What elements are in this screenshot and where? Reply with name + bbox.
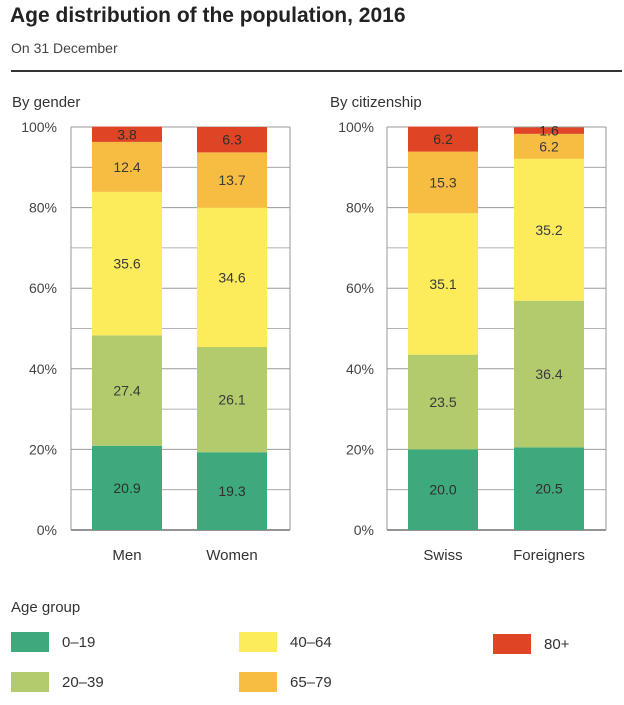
bar-segment-swiss-20-39 [408, 354, 478, 450]
chart-panel-by-citizenship: By citizenship 0% 20% 40% 60% 80% 100% 20.0 23.5… [330, 94, 607, 564]
data-label-foreigners-20-39: 36.4 [535, 366, 562, 382]
data-label-men-20-39: 27.4 [113, 383, 140, 399]
y-tick-label: 20% [29, 441, 57, 457]
panel-title: By citizenship [330, 94, 422, 111]
bar-segment-foreigners-0-19 [514, 447, 584, 530]
chart-panel-by-gender: By gender 0% 20% 40% 60% 80% 100% 20.9 27.4 35.6 1… [12, 94, 291, 564]
y-tick-label: 60% [29, 280, 57, 296]
data-label-swiss-80-plus: 6.2 [433, 131, 453, 147]
y-tick-label: 40% [29, 361, 57, 377]
data-label-women-0-19: 19.3 [218, 483, 245, 499]
panel-title: By gender [12, 94, 80, 111]
x-category-label: Swiss [423, 547, 462, 564]
bar-segment-foreigners-40-64 [514, 158, 584, 301]
bar-segment-foreigners-65-79 [514, 133, 584, 159]
data-label-foreigners-65-79: 6.2 [539, 138, 559, 154]
legend-swatch-65-79 [239, 672, 277, 692]
bar-segment-swiss-40-64 [408, 213, 478, 355]
bar-segment-foreigners-80-plus [514, 127, 584, 134]
bar-segment-women-0-19 [197, 452, 267, 530]
bar-segment-swiss-65-79 [408, 151, 478, 214]
chart-subtitle: On 31 December [11, 40, 118, 56]
y-tick-label: 100% [21, 119, 57, 135]
data-label-foreigners-40-64: 35.2 [535, 222, 562, 238]
y-tick-label: 20% [346, 441, 374, 457]
bar-segment-foreigners-20-39 [514, 300, 584, 448]
bar-segment-men-0-19 [92, 445, 162, 530]
y-tick-label: 60% [346, 280, 374, 296]
data-label-men-0-19: 20.9 [113, 480, 140, 496]
data-label-women-65-79: 13.7 [218, 172, 245, 188]
charts-area: By gender 0% 20% 40% 60% 80% 100% 20.9 27.4 35.6 1… [12, 94, 607, 564]
bar-segment-men-20-39 [92, 335, 162, 446]
data-label-foreigners-80-plus: 1.6 [539, 123, 559, 139]
legend-swatch-0-19 [11, 632, 49, 652]
y-tick-label: 100% [338, 119, 374, 135]
data-label-women-40-64: 34.6 [218, 269, 245, 285]
chart-title: Age distribution of the population, 2016 [10, 4, 406, 27]
legend-item-80-plus: 80+ [493, 633, 569, 655]
bar-segment-men-65-79 [92, 141, 162, 192]
data-label-men-80-plus: 3.8 [117, 126, 137, 142]
data-label-men-40-64: 35.6 [113, 256, 140, 272]
legend-label-65-79: 65–79 [290, 673, 332, 691]
data-label-swiss-65-79: 15.3 [429, 174, 456, 190]
legend-label-40-64: 40–64 [290, 633, 332, 651]
legend-swatch-20-39 [11, 672, 49, 692]
legend-item-65-79: 65–79 [239, 671, 332, 693]
data-label-women-80-plus: 6.3 [222, 132, 242, 148]
bar-segment-women-65-79 [197, 152, 267, 208]
x-category-label: Women [206, 547, 257, 564]
bar-segment-men-80-plus [92, 126, 162, 142]
legend-item-20-39: 20–39 [11, 671, 104, 693]
data-label-foreigners-0-19: 20.5 [535, 481, 562, 497]
x-category-label: Foreigners [513, 547, 585, 564]
bar-segment-women-80-plus [197, 127, 267, 153]
y-tick-label: 40% [346, 361, 374, 377]
x-category-label: Men [112, 547, 141, 564]
header-divider [11, 70, 622, 72]
legend-label-0-19: 0–19 [62, 633, 96, 651]
legend-label-80-plus: 80+ [544, 635, 570, 653]
data-label-swiss-20-39: 23.5 [429, 394, 456, 410]
bar-segment-swiss-0-19 [408, 449, 478, 530]
legend-title: Age group [11, 599, 81, 616]
bar-segment-women-20-39 [197, 347, 267, 453]
legend-label-20-39: 20–39 [62, 673, 104, 691]
bar-segment-men-40-64 [92, 191, 162, 336]
legend-item-0-19: 0–19 [11, 631, 95, 653]
bar-segment-swiss-80-plus [408, 126, 478, 152]
y-tick-label: 80% [29, 200, 57, 216]
y-tick-label: 0% [354, 522, 374, 538]
legend-item-40-64: 40–64 [239, 631, 332, 653]
data-label-swiss-40-64: 35.1 [429, 276, 456, 292]
legend-swatch-80-plus [493, 634, 531, 654]
data-label-swiss-0-19: 20.0 [429, 482, 456, 498]
y-tick-label: 0% [37, 522, 57, 538]
data-label-women-20-39: 26.1 [218, 392, 245, 408]
legend-swatch-40-64 [239, 632, 277, 652]
data-label-men-65-79: 12.4 [113, 159, 140, 175]
y-tick-label: 80% [346, 200, 374, 216]
bar-segment-women-40-64 [197, 207, 267, 348]
